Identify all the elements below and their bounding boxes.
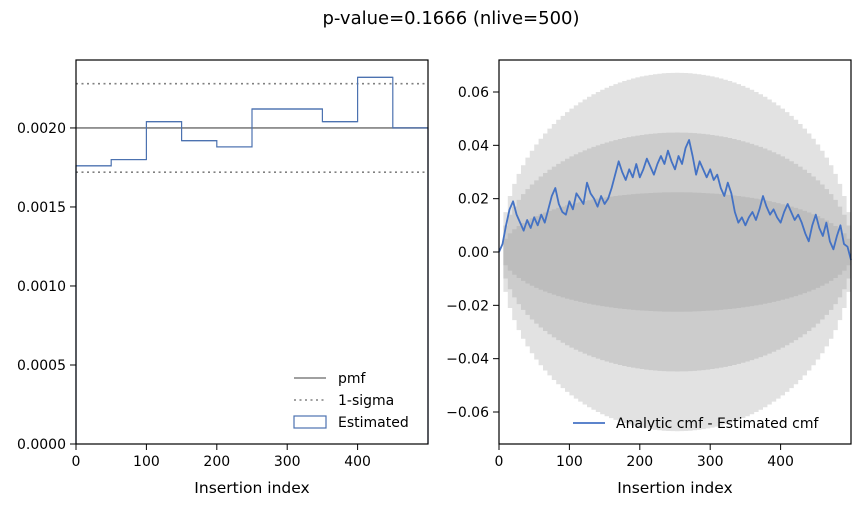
left-xtick-label: 100 [133, 454, 160, 470]
right-ytick-label: 0.04 [458, 138, 489, 154]
estimated-step-outline [75, 76, 429, 444]
legend-estimated-label: Estimated [338, 415, 409, 431]
left-axes-frame [75, 59, 429, 445]
left-x-axis-label: Insertion index [194, 479, 309, 497]
right-ytick-label: −0.06 [446, 405, 489, 421]
legend-estimated-swatch [293, 415, 327, 429]
right-axes-frame [498, 59, 852, 445]
left-ytick-label: 0.0010 [17, 279, 66, 295]
right-xtick-label: 0 [495, 454, 504, 470]
legend-cmf-label: Analytic cmf - Estimated cmf [616, 416, 819, 432]
right-ytick-label: −0.04 [446, 352, 489, 368]
right-ytick-label: −0.02 [446, 298, 489, 314]
right-xtick-label: 100 [556, 454, 583, 470]
left-ytick-label: 0.0000 [17, 437, 66, 453]
right-x-axis-label: Insertion index [617, 479, 732, 497]
right-ytick-label: 0.02 [458, 192, 489, 208]
right-xtick-label: 300 [697, 454, 724, 470]
left-xtick-label: 200 [203, 454, 230, 470]
figure-title: p-value=0.1666 (nlive=500) [322, 8, 579, 29]
legend-sigma-label: 1-sigma [338, 393, 394, 409]
legend-pmf-label: pmf [338, 371, 367, 387]
left-ytick-label: 0.0005 [17, 358, 66, 374]
right-ytick-label: 0.00 [458, 245, 489, 261]
left-xtick-label: 0 [72, 454, 81, 470]
left-ytick-label: 0.0020 [17, 121, 66, 137]
right-xtick-label: 400 [767, 454, 794, 470]
right-chart-cmf-difference: 0 100 200 300 400 −0.06 −0.04 −0.02 0.00 0.02 0.04… [446, 59, 852, 497]
left-ytick-label: 0.0015 [17, 200, 66, 216]
right-xtick-label: 200 [626, 454, 653, 470]
right-ytick-label: 0.06 [458, 85, 489, 101]
sigma-band-1 [499, 192, 851, 312]
left-chart-histogram: 0 100 200 300 400 0.0000 0.0005 0.0010 0.0015 0.0… [17, 59, 429, 497]
left-xtick-label: 400 [344, 454, 371, 470]
left-xtick-label: 300 [274, 454, 301, 470]
